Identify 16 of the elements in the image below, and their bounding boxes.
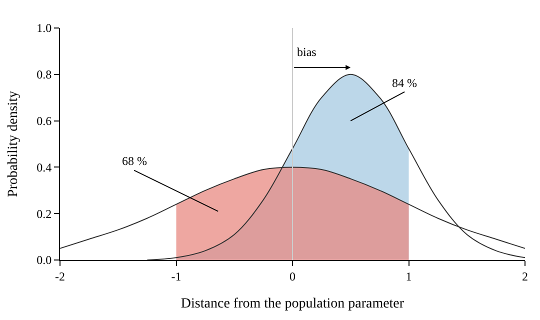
y-tick-label: 0.8 (36, 68, 52, 82)
x-tick-label: 2 (522, 269, 528, 284)
x-tick-label: 1 (406, 269, 412, 284)
x-axis-title: Distance from the population parameter (180, 296, 404, 312)
annotation: 84 % (392, 76, 417, 90)
y-tick-label: 0.0 (36, 253, 52, 268)
annotation: bias (297, 45, 317, 59)
annotation: 68 % (122, 154, 147, 168)
x-tick-label: -2 (55, 269, 65, 284)
y-tick-label: 1.0 (36, 21, 52, 36)
x-tick-label: 0 (290, 269, 296, 284)
y-tick-label: 0.6 (36, 114, 52, 128)
y-axis-title: Probability density (6, 90, 22, 198)
y-tick-label: 0.4 (36, 160, 52, 174)
x-tick-label: -1 (171, 269, 182, 284)
y-tick-label: 0.2 (36, 206, 52, 221)
